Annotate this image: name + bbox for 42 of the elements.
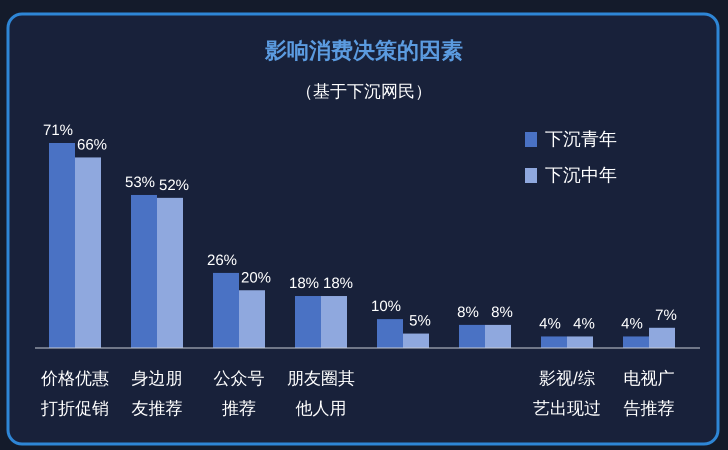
bar	[213, 272, 239, 348]
data-label: 20%	[240, 269, 272, 286]
bar	[75, 157, 101, 348]
data-label: 4%	[539, 315, 561, 332]
data-label: 53%	[124, 174, 156, 191]
bar	[541, 336, 567, 348]
bar	[623, 336, 649, 348]
bar	[157, 198, 183, 348]
data-label: 66%	[76, 136, 108, 154]
x-tick-label: 朋友圈其他人用	[287, 369, 355, 418]
data-label: 52%	[158, 176, 190, 194]
data-label: 4%	[621, 315, 643, 332]
x-tick-label: 公众号推荐	[214, 369, 264, 418]
x-tick-label: 电视广告推荐	[624, 369, 674, 418]
bar	[131, 194, 157, 348]
bar	[239, 290, 265, 348]
bar	[49, 143, 75, 348]
x-tick-label: 价格优惠打折促销	[40, 369, 109, 418]
bar	[567, 336, 593, 348]
bar	[377, 319, 403, 348]
x-tick-label: 身边朋友推荐	[132, 369, 182, 418]
chart-subtitle: （基于下沉网民）	[296, 82, 432, 101]
bar	[403, 334, 429, 348]
bar	[485, 324, 511, 348]
x-tick-label: 影视/综艺出现过	[533, 369, 601, 418]
data-label: 18%	[322, 275, 354, 292]
legend-label: 下沉中年	[545, 165, 617, 185]
legend-label: 下沉青年	[545, 129, 617, 149]
data-label: 4%	[573, 315, 595, 332]
data-label: 71%	[42, 122, 74, 139]
data-label: 8%	[457, 304, 479, 321]
bar	[649, 328, 675, 348]
data-label: 8%	[491, 304, 513, 321]
bar	[295, 296, 321, 348]
data-label: 26%	[206, 252, 238, 269]
bar	[459, 324, 485, 348]
data-label: 18%	[288, 275, 320, 292]
data-label: 5%	[409, 312, 431, 330]
chart-title: 影响消费决策的因素	[264, 38, 463, 63]
data-label: 7%	[655, 306, 677, 324]
bar	[321, 296, 347, 348]
data-label: 10%	[370, 298, 402, 316]
